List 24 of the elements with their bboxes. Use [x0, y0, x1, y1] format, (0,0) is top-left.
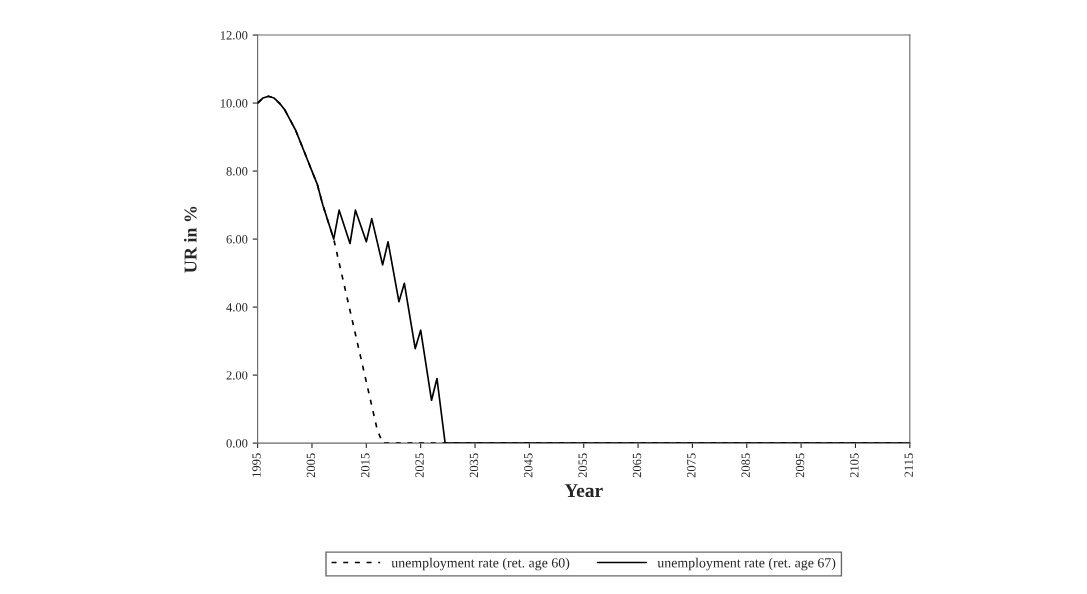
x-tick-label: 2035: [469, 453, 479, 478]
x-tick-label: 2025: [415, 453, 424, 478]
y-tick-label: 4.00: [226, 303, 248, 312]
y-tick-label: 10.00: [220, 99, 248, 108]
y-tick-label: 8.00: [226, 167, 248, 176]
y-tick-label: 2.00: [226, 371, 248, 380]
y-axis-title: UR in %: [183, 206, 197, 273]
x-tick-label: 2045: [524, 453, 533, 478]
y-tick-label: 0.00: [226, 439, 248, 448]
x-tick-label: 2055: [578, 453, 587, 478]
x-tick-label: 2115: [904, 453, 913, 477]
x-axis-title: Year: [564, 484, 603, 498]
x-tick-label: 2005: [306, 453, 316, 478]
x-tick-label: 2065: [632, 453, 642, 478]
x-tick-label: 2015: [361, 453, 370, 478]
x-tick-label: 1995: [252, 453, 261, 477]
x-tick-label: 2085: [741, 453, 750, 478]
legend-label: unemployment rate (ret. age 67): [657, 557, 836, 571]
y-tick-label: 6.00: [226, 235, 248, 244]
y-tick-label: 12.00: [220, 31, 248, 40]
x-tick-label: 2105: [850, 453, 859, 478]
x-tick-label: 2075: [687, 453, 696, 478]
x-tick-label: 2095: [795, 453, 805, 478]
legend-label: unemployment rate (ret. age 60): [391, 557, 570, 571]
